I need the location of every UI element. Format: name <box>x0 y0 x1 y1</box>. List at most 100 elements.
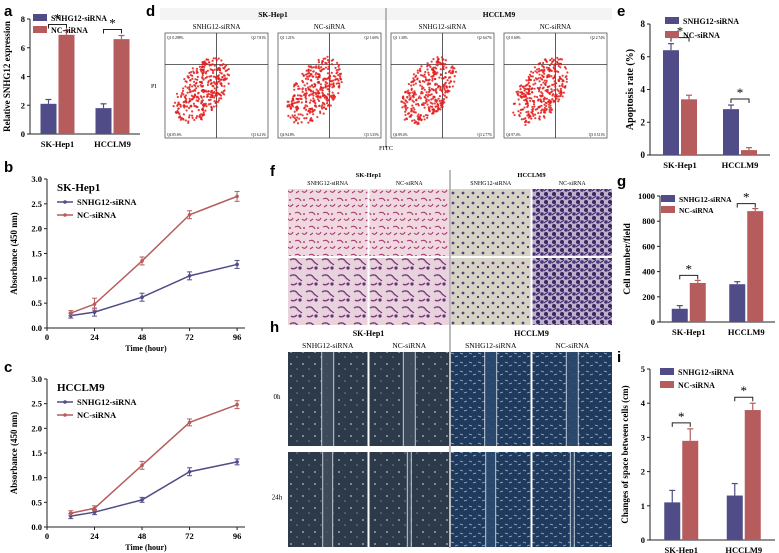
event-dot <box>213 68 216 71</box>
y-tick-label: 2.5 <box>31 399 42 409</box>
event-dot <box>206 83 209 87</box>
event-dot <box>201 65 204 69</box>
event-dot <box>305 92 308 95</box>
event-dot <box>421 103 424 106</box>
event-dot <box>303 107 306 110</box>
event-dot <box>441 62 444 65</box>
event-dot <box>184 80 187 83</box>
legend-swatch <box>661 195 675 202</box>
event-dot <box>527 116 531 119</box>
event-dot <box>445 85 448 88</box>
event-dot <box>552 100 555 104</box>
data-point <box>140 259 144 263</box>
event-dot <box>444 71 447 75</box>
event-dot <box>519 84 523 87</box>
y-tick-label: 1.0 <box>31 473 42 483</box>
event-dot <box>191 85 194 88</box>
event-dot <box>312 66 315 69</box>
event-dot <box>448 69 451 72</box>
event-dot <box>542 61 545 65</box>
panel-g: g 0 200 400 600 800 1000 Cell number/field * SK-… <box>617 173 775 337</box>
event-dot <box>427 99 430 102</box>
event-dot <box>431 97 435 100</box>
event-dot <box>438 95 442 98</box>
event-dot <box>216 68 219 72</box>
event-dot <box>526 102 529 105</box>
event-dot <box>210 106 214 110</box>
event-dot <box>197 108 200 112</box>
event-dot <box>555 60 559 63</box>
legend-label: NC-siRNA <box>678 381 715 390</box>
event-dot <box>227 68 230 71</box>
x-tick-label: 96 <box>233 332 242 342</box>
event-dot <box>189 70 193 74</box>
wound-gap <box>407 452 412 547</box>
event-dot <box>558 62 561 65</box>
event-dot <box>207 81 210 84</box>
event-dot <box>307 78 310 81</box>
event-dot <box>428 82 432 85</box>
event-dot <box>402 101 405 104</box>
event-dot <box>338 68 341 71</box>
event-dot <box>306 86 310 89</box>
wound-gap <box>403 352 416 446</box>
transwell-micrograph <box>532 189 612 256</box>
event-dot <box>216 86 219 89</box>
event-dot <box>322 86 325 89</box>
event-dot <box>427 106 430 109</box>
event-dot <box>419 114 423 117</box>
event-dot <box>316 115 319 119</box>
event-dot <box>189 83 192 86</box>
event-dot <box>437 105 440 108</box>
event-dot <box>555 97 558 100</box>
significance-star: * <box>54 11 61 26</box>
x-tick-label: 0 <box>45 332 49 342</box>
event-dot <box>210 89 214 92</box>
event-dot <box>412 79 415 82</box>
timepoint-label: 24h <box>272 494 283 502</box>
event-dot <box>295 82 299 85</box>
event-dot <box>324 66 328 69</box>
event-dot <box>181 89 185 93</box>
wound-gap <box>322 452 333 547</box>
event-dot <box>306 82 309 85</box>
event-dot <box>533 95 536 98</box>
significance-bracket <box>734 396 754 402</box>
event-dot <box>293 121 296 124</box>
event-dot <box>326 72 330 75</box>
significance-star: * <box>686 261 693 276</box>
y-tick-label: 3.0 <box>31 174 42 184</box>
event-dot <box>291 114 294 117</box>
event-dot <box>442 65 445 68</box>
event-dot <box>292 85 296 88</box>
event-dot <box>537 111 540 115</box>
event-dot <box>435 60 438 63</box>
data-point <box>68 311 73 315</box>
event-dot <box>518 103 521 106</box>
event-dot <box>426 114 429 117</box>
legend-swatch <box>661 206 675 213</box>
event-dot <box>212 75 215 78</box>
event-dot <box>325 102 329 105</box>
event-dot <box>299 97 302 100</box>
event-dot <box>310 84 313 87</box>
event-dot <box>204 109 207 112</box>
event-dot <box>340 80 343 84</box>
event-dot <box>562 79 565 83</box>
event-dot <box>177 107 180 110</box>
column-label: NC-siRNA <box>559 181 587 187</box>
event-dot <box>537 90 541 93</box>
event-dot <box>173 101 177 104</box>
event-dot <box>553 74 556 77</box>
event-dot <box>553 76 556 79</box>
event-dot <box>215 58 218 62</box>
event-dot <box>561 74 564 77</box>
y-tick-label: 4 <box>641 85 646 95</box>
event-dot <box>448 82 451 85</box>
event-dot <box>438 76 441 79</box>
event-dot <box>423 88 426 91</box>
event-dot <box>550 88 553 91</box>
event-dot <box>442 99 445 102</box>
event-dot <box>290 103 293 106</box>
event-dot <box>295 101 298 104</box>
